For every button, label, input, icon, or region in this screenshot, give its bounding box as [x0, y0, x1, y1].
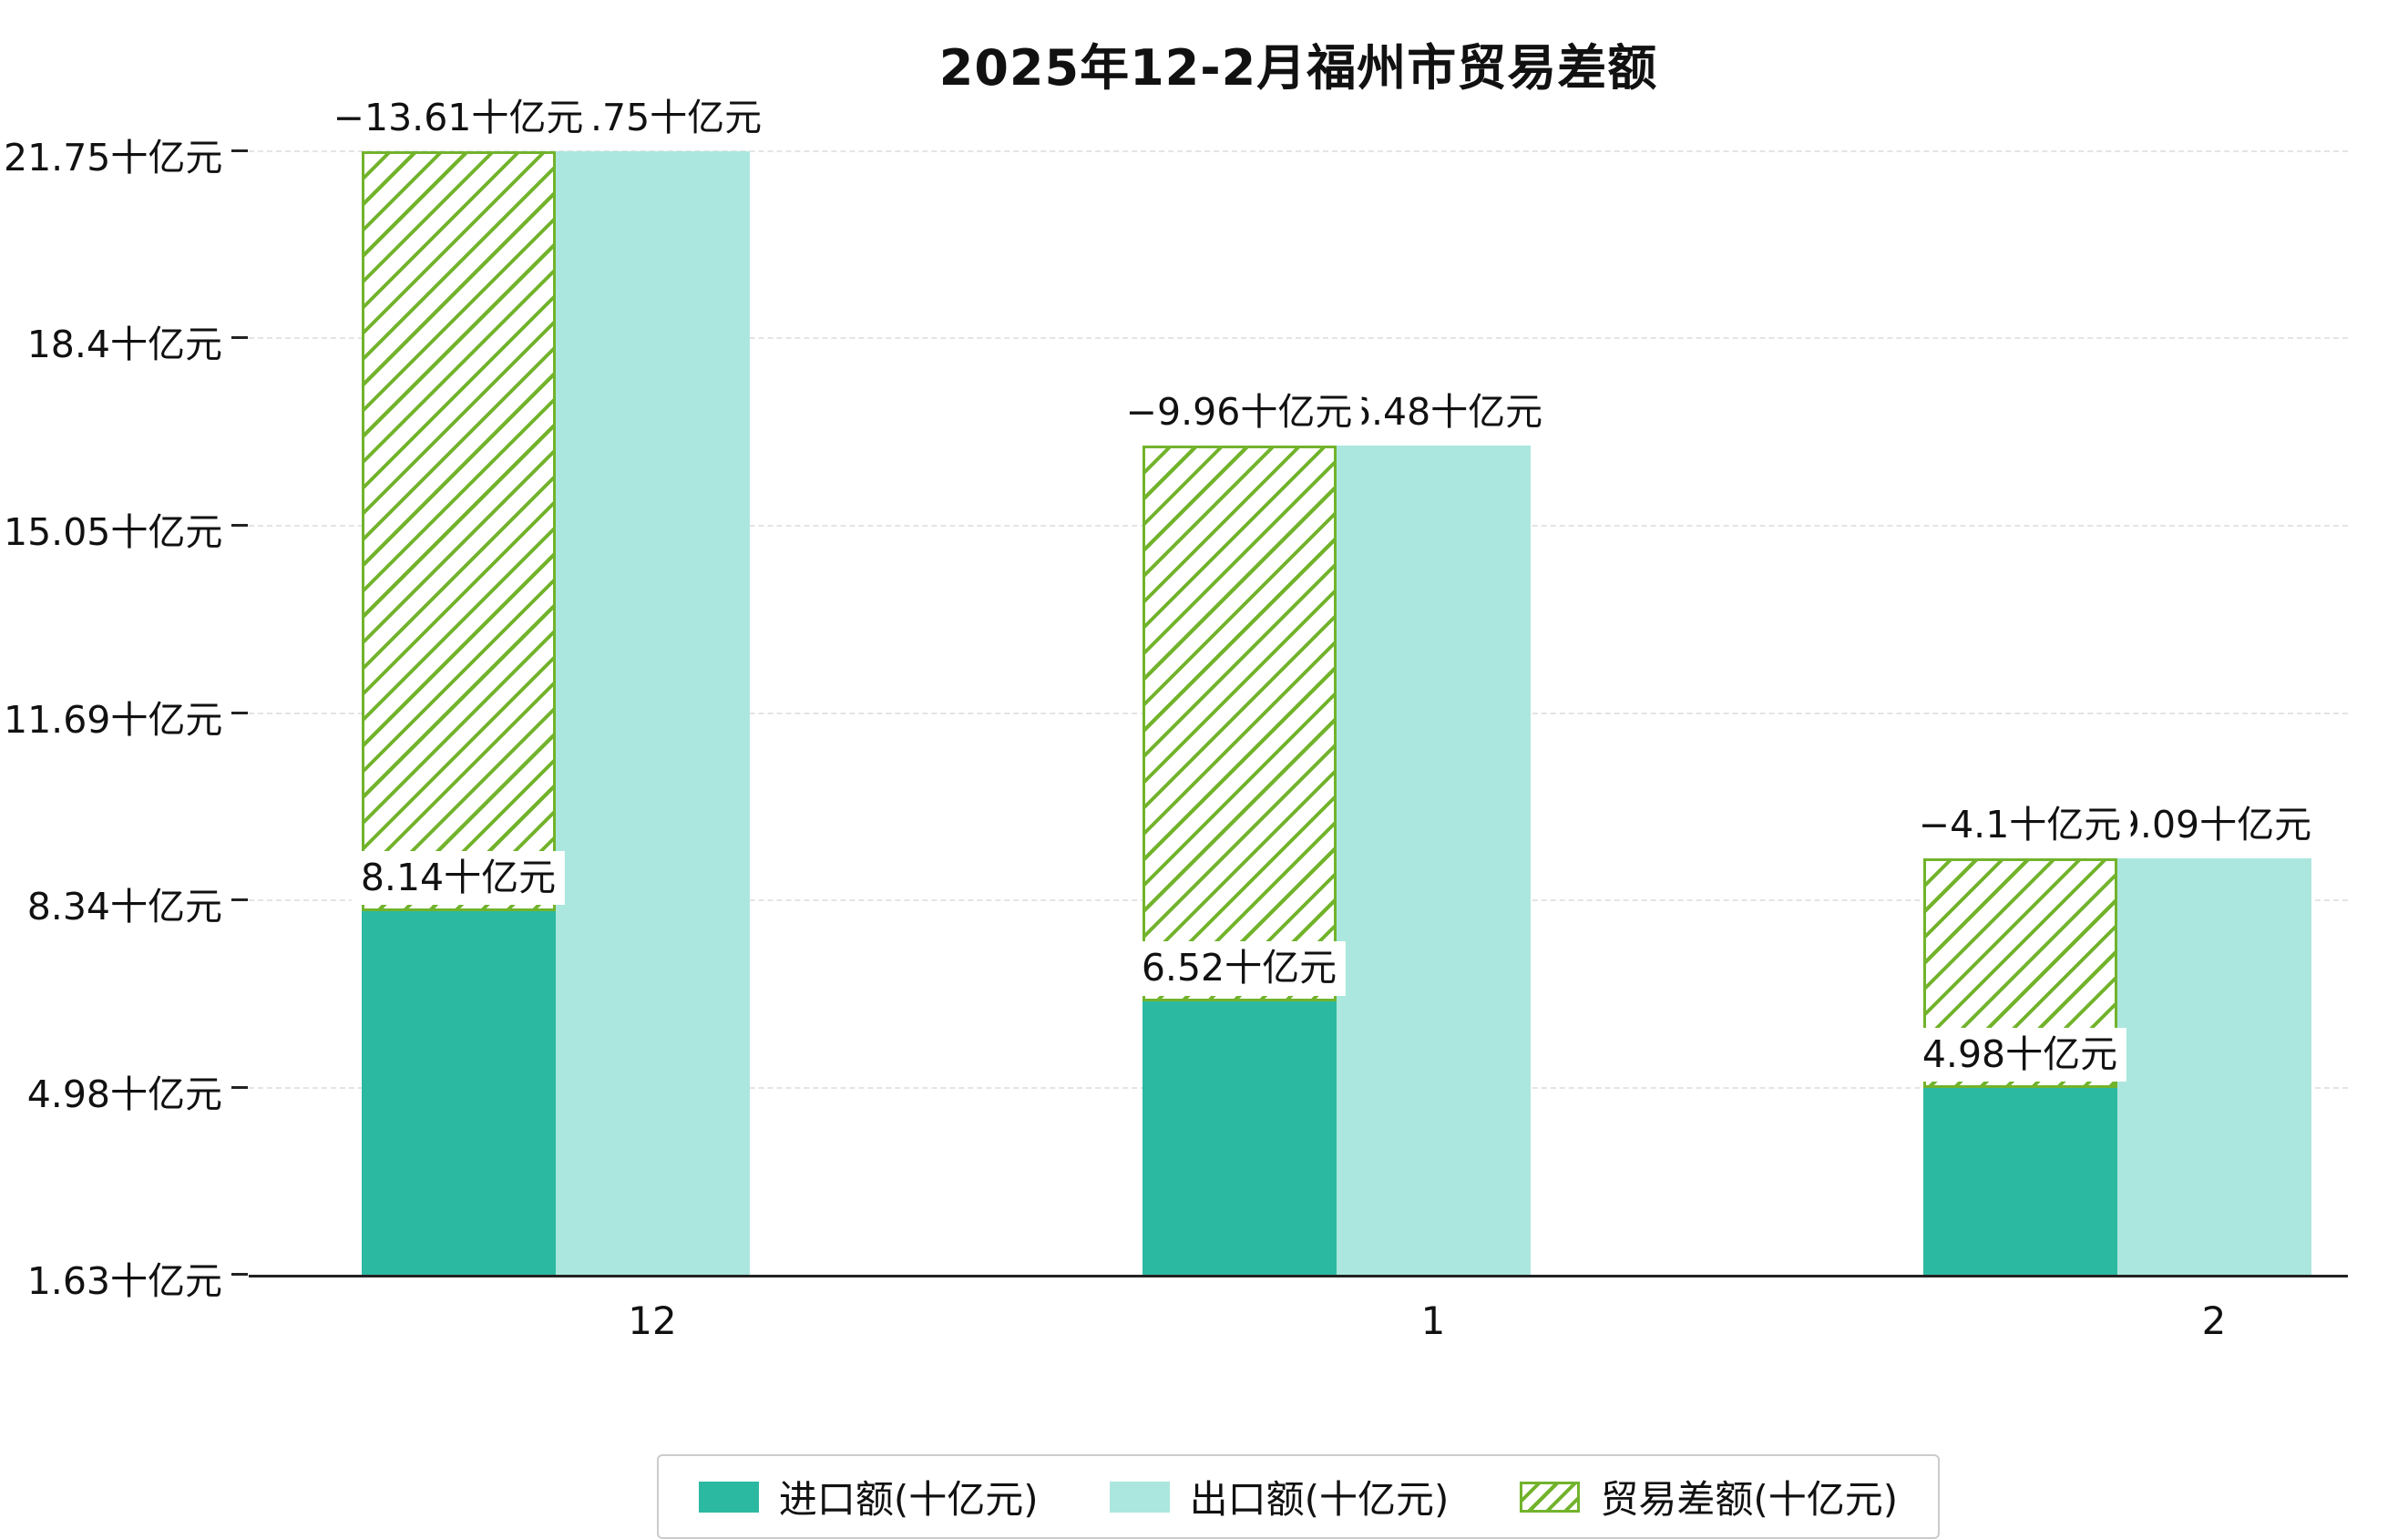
legend-item-export: 出口额(十亿元) — [1109, 1469, 1450, 1524]
legend-label-import: 进口额(十亿元) — [778, 1477, 1039, 1522]
ytick-label: 21.75十亿元 — [4, 136, 223, 180]
ytick-label: 1.63十亿元 — [26, 1259, 222, 1303]
legend-item-import: 进口额(十亿元) — [698, 1469, 1039, 1524]
xtick-label-1: 1 — [1420, 1298, 1446, 1343]
bar-export-1 — [1336, 445, 1531, 1275]
ytick-mark — [231, 523, 248, 527]
bar-label-balance-1: −9.96十亿元 — [1116, 385, 1362, 440]
ytick-mark — [231, 711, 248, 714]
bar-label-export-2: 9.09十亿元 — [2106, 797, 2321, 853]
chart-title: 2025年12-2月福州市贸易差额 — [938, 39, 1658, 97]
ytick-label: 11.69十亿元 — [4, 697, 223, 742]
bar-balance-1 — [1142, 445, 1337, 1002]
legend: 进口额(十亿元) 出口额(十亿元) 贸易差额(十亿元) — [656, 1454, 1941, 1539]
legend-swatch-import — [698, 1481, 759, 1513]
legend-swatch-balance — [1520, 1481, 1581, 1513]
bar-import-1 — [1142, 1001, 1337, 1275]
ytick-mark — [231, 1085, 248, 1089]
ytick-label: 18.4十亿元 — [26, 323, 222, 367]
ytick-mark — [231, 336, 248, 340]
legend-swatch-export — [1109, 1481, 1170, 1513]
bar-export-12 — [555, 151, 750, 1275]
ytick-label: 4.98十亿元 — [26, 1072, 222, 1116]
legend-label-balance: 贸易差额(十亿元) — [1600, 1477, 1899, 1522]
ytick-label: 8.34十亿元 — [26, 884, 222, 929]
bar-label-balance-12: −13.61十亿元 — [323, 91, 593, 146]
ytick-mark — [231, 898, 248, 901]
ytick-mark — [231, 149, 248, 152]
bar-label-balance-2: −4.1十亿元 — [1909, 797, 2131, 853]
legend-item-balance: 贸易差额(十亿元) — [1520, 1469, 1898, 1524]
xtick-label-2: 2 — [2201, 1298, 2227, 1343]
gridline — [249, 337, 2348, 340]
bar-label-import-1: 6.52十亿元 — [1132, 941, 1347, 996]
bar-import-2 — [1922, 1087, 2117, 1275]
ytick-label: 15.05十亿元 — [4, 509, 223, 554]
bar-import-12 — [361, 911, 556, 1275]
x-axis-line — [249, 1275, 2348, 1277]
ytick-mark — [231, 1273, 248, 1276]
legend-label-export: 出口额(十亿元) — [1189, 1477, 1450, 1522]
bar-label-import-2: 4.98十亿元 — [1912, 1027, 2127, 1082]
bar-export-2 — [2116, 857, 2311, 1275]
bar-balance-12 — [361, 151, 556, 912]
legend-wrap: 进口额(十亿元) 出口额(十亿元) 贸易差额(十亿元) — [249, 1454, 2348, 1539]
xtick-label-12: 12 — [628, 1298, 677, 1343]
bar-label-import-12: 8.14十亿元 — [351, 851, 566, 906]
gridline — [249, 150, 2348, 152]
